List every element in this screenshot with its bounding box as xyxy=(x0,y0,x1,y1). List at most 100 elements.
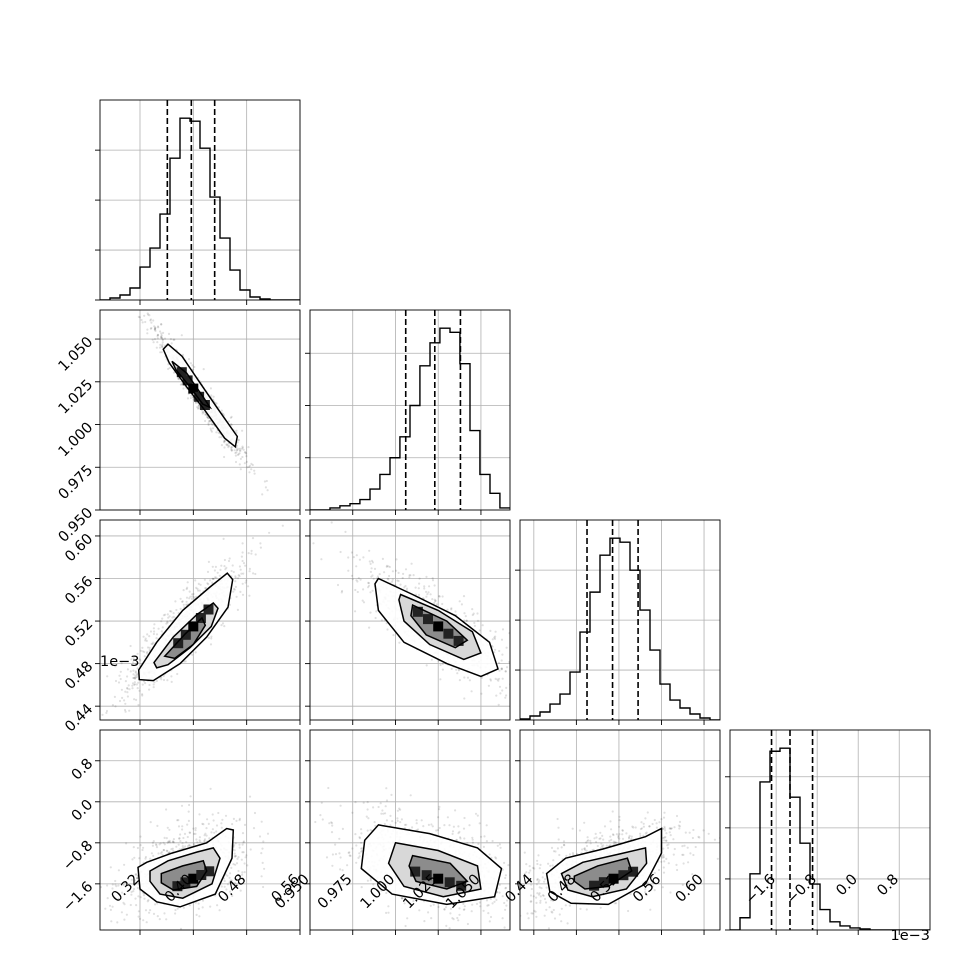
scatter-point xyxy=(362,801,365,804)
scatter-point xyxy=(645,894,648,897)
scatter-point xyxy=(521,656,523,658)
scatter-point xyxy=(372,883,375,886)
scatter-point xyxy=(241,446,244,449)
scatter-point xyxy=(223,441,226,444)
scatter-point xyxy=(153,328,157,331)
contour-line-3-1-1 xyxy=(387,841,482,898)
scatter-point xyxy=(339,804,342,807)
scatter-point xyxy=(370,575,373,578)
scatter-point xyxy=(123,699,126,702)
scatter-point xyxy=(123,918,126,921)
scatter-point xyxy=(448,927,451,930)
scatter-point xyxy=(253,472,256,475)
scatter-point xyxy=(494,635,497,638)
scatter-point xyxy=(156,902,159,905)
scatter-point xyxy=(142,919,145,922)
scatter-point xyxy=(252,572,255,575)
scatter-point xyxy=(220,444,223,447)
scatter-point xyxy=(155,679,158,683)
scatter-point xyxy=(228,876,231,879)
scatter-point xyxy=(181,353,185,356)
scatter-point xyxy=(406,917,409,920)
scatter-point xyxy=(133,698,136,701)
scatter-point xyxy=(377,885,380,888)
scatter-point xyxy=(113,695,116,699)
scatter-point xyxy=(223,439,226,443)
scatter-point xyxy=(146,646,150,649)
scatter-point xyxy=(521,681,523,683)
scatter-point xyxy=(146,900,149,903)
scatter-point xyxy=(136,876,139,880)
scatter-point xyxy=(233,844,236,847)
scatter-point xyxy=(169,338,172,341)
scatter-point xyxy=(495,857,498,860)
scatter-point xyxy=(380,889,383,892)
scatter-point xyxy=(158,346,162,349)
density-panel-2-0 xyxy=(101,524,284,716)
scatter-point xyxy=(451,832,454,836)
scatter-point xyxy=(154,903,157,906)
scatter-point xyxy=(144,682,147,685)
scatter-point xyxy=(133,856,136,859)
scatter-point xyxy=(491,902,494,905)
scatter-point xyxy=(186,835,189,839)
scatter-point xyxy=(347,569,350,572)
scatter-point xyxy=(390,793,393,797)
scatter-point xyxy=(536,835,538,837)
scatter-point xyxy=(538,687,540,689)
scatter-point xyxy=(458,600,461,603)
scatter-point xyxy=(552,850,556,853)
scatter-point xyxy=(360,828,363,831)
scatter-point xyxy=(220,822,223,825)
scatter-point xyxy=(418,577,421,580)
scatter-point xyxy=(527,681,529,683)
scatter-point xyxy=(229,872,232,875)
scatter-point xyxy=(550,846,554,850)
scatter-point xyxy=(146,332,149,335)
scatter-point xyxy=(649,908,652,911)
scatter-point xyxy=(134,897,137,900)
scatter-point xyxy=(128,709,131,712)
scatter-point xyxy=(433,584,436,587)
scatter-point xyxy=(160,678,163,681)
scatter-point xyxy=(471,608,474,611)
contour-line-3-0-1 xyxy=(149,847,221,899)
scatter-point xyxy=(93,861,95,863)
scatter-point xyxy=(180,334,183,337)
scatter-point xyxy=(168,839,171,843)
scatter-point xyxy=(137,703,140,707)
scatter-point xyxy=(175,608,178,612)
scatter-point xyxy=(131,687,134,690)
scatter-point xyxy=(241,582,244,585)
scatter-point xyxy=(235,862,239,865)
scatter-point xyxy=(186,845,190,848)
scatter-point xyxy=(176,819,179,822)
scatter-point xyxy=(239,449,242,452)
scatter-point xyxy=(312,542,315,545)
scatter-point xyxy=(230,415,233,418)
scatter-point xyxy=(545,690,547,692)
scatter-point xyxy=(425,595,428,598)
scatter-point xyxy=(165,622,168,625)
scatter-point xyxy=(232,882,235,885)
scatter-point xyxy=(239,468,242,471)
scatter-point xyxy=(240,572,243,575)
scatter-point xyxy=(121,891,124,894)
scatter-point xyxy=(141,848,144,852)
scatter-point xyxy=(466,676,470,679)
scatter-point xyxy=(208,837,211,840)
scatter-point xyxy=(120,911,123,914)
contour-line-3-1-0 xyxy=(360,824,503,906)
scatter-point xyxy=(399,583,402,586)
density-core-3-1 xyxy=(456,880,467,891)
scatter-point xyxy=(138,857,141,860)
scatter-point xyxy=(404,568,408,571)
scatter-point xyxy=(498,685,502,688)
scatter-point xyxy=(404,584,407,588)
scatter-point xyxy=(154,843,158,846)
scatter-point xyxy=(338,837,341,840)
scatter-point xyxy=(161,626,164,629)
scatter-point xyxy=(370,567,373,570)
scatter-point xyxy=(152,683,155,686)
